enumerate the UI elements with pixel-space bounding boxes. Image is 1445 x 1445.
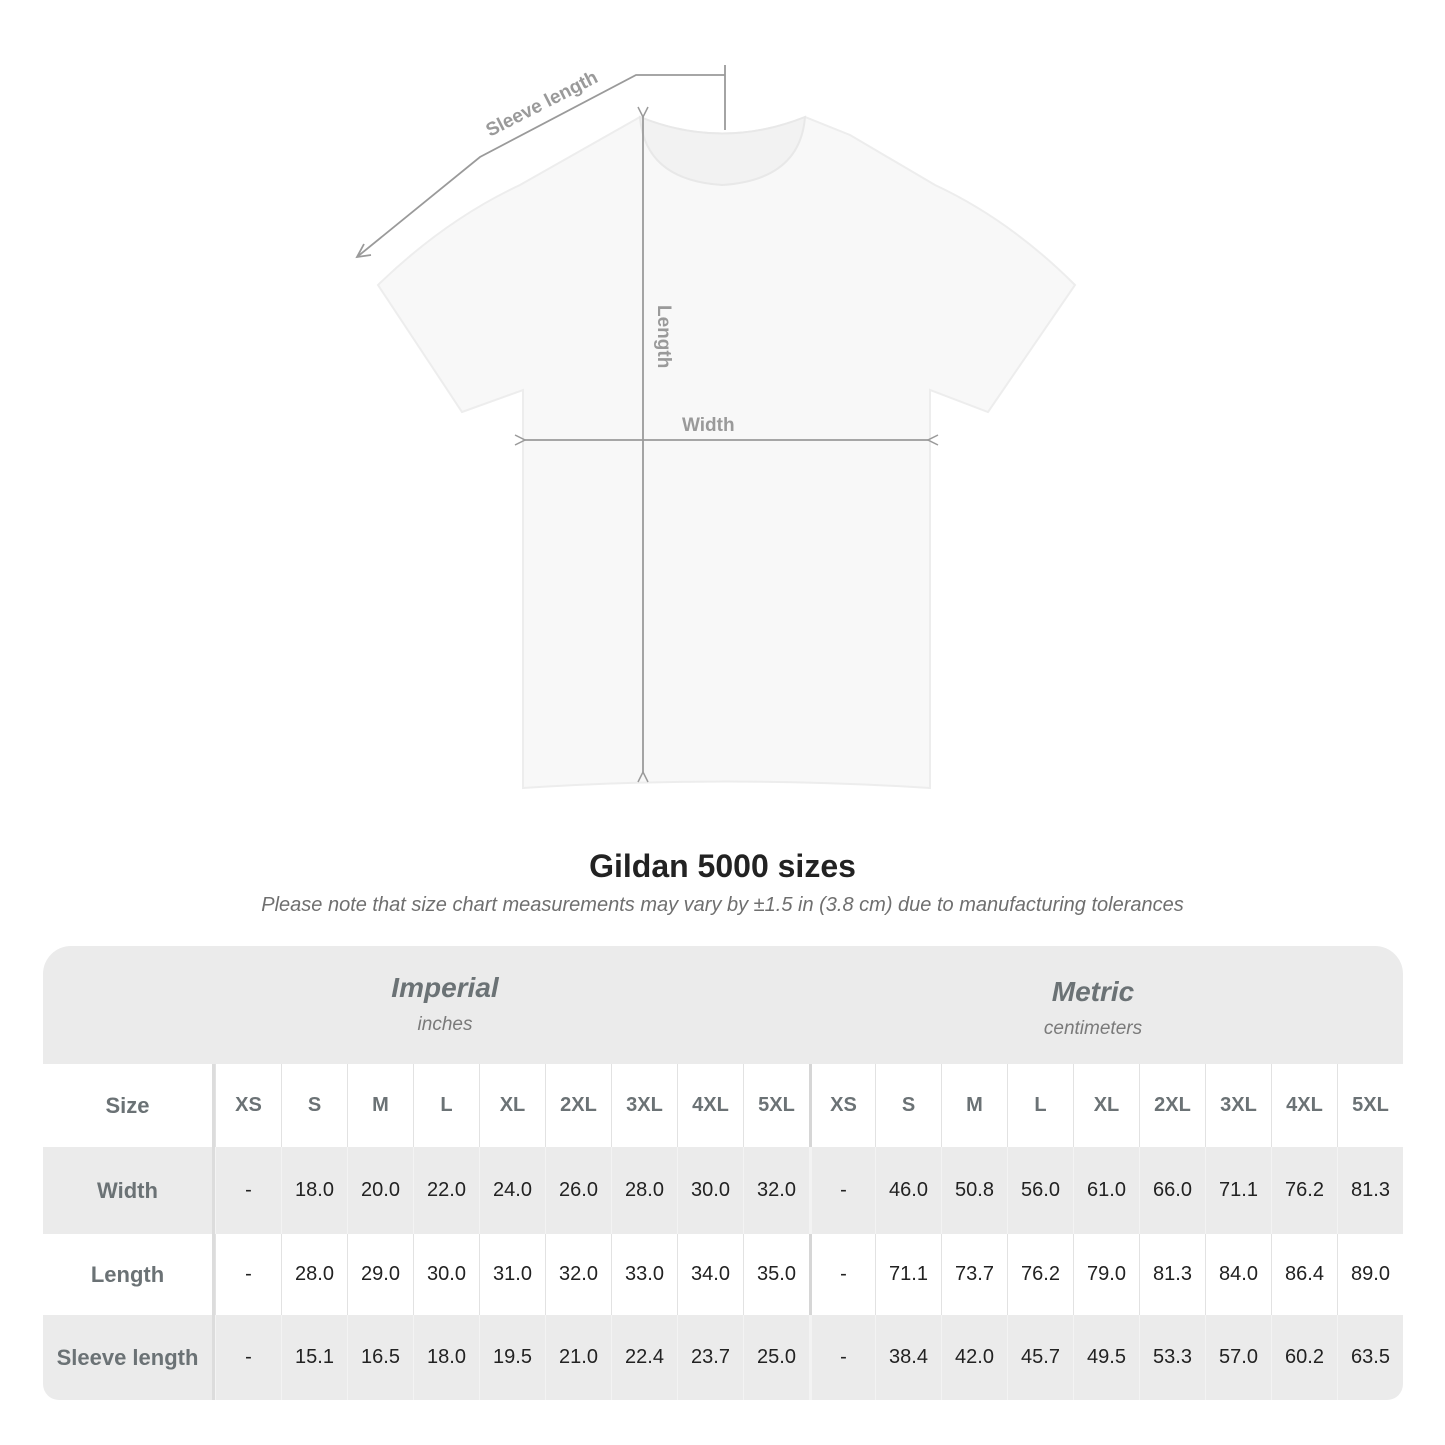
imperial-heading: Imperial inches bbox=[245, 972, 645, 1036]
table-cell: - bbox=[215, 1234, 281, 1315]
table-cell: 32.0 bbox=[743, 1147, 809, 1234]
width-label: Width bbox=[682, 415, 735, 436]
table-cell: 34.0 bbox=[677, 1234, 743, 1315]
table-cell: 28.0 bbox=[611, 1147, 677, 1234]
table-cell: 56.0 bbox=[1007, 1147, 1073, 1234]
table-cell: 66.0 bbox=[1139, 1147, 1205, 1234]
table-cell: 3XL bbox=[611, 1064, 677, 1147]
table-cell: 63.5 bbox=[1337, 1315, 1403, 1400]
table-cell: 5XL bbox=[743, 1064, 809, 1147]
table-cell: 61.0 bbox=[1073, 1147, 1139, 1234]
table-cell: 18.0 bbox=[413, 1315, 479, 1400]
row-label: Size bbox=[43, 1064, 215, 1147]
page-title: Gildan 5000 sizes bbox=[589, 848, 856, 884]
table-cell: 81.3 bbox=[1139, 1234, 1205, 1315]
table-cell: 2XL bbox=[1139, 1064, 1205, 1147]
table-cell: 30.0 bbox=[413, 1234, 479, 1315]
table-cell: 35.0 bbox=[743, 1234, 809, 1315]
table-cell: 15.1 bbox=[281, 1315, 347, 1400]
table-cell: 86.4 bbox=[1271, 1234, 1337, 1315]
table-cell: 19.5 bbox=[479, 1315, 545, 1400]
table-cell: 33.0 bbox=[611, 1234, 677, 1315]
collar bbox=[638, 115, 807, 187]
table-cell: M bbox=[347, 1064, 413, 1147]
table-cell: 29.0 bbox=[347, 1234, 413, 1315]
table-cell: S bbox=[281, 1064, 347, 1147]
sleeve-length-label: Sleeve length bbox=[483, 67, 602, 141]
table-row: Sleeve length -15.1 16.5 18.0 19.5 21.0 22.4 23… bbox=[43, 1315, 1403, 1400]
table-cell: - bbox=[809, 1147, 875, 1234]
metric-heading: Metric centimeters bbox=[893, 976, 1293, 1040]
table-cell: 79.0 bbox=[1073, 1234, 1139, 1315]
table-cell: 84.0 bbox=[1205, 1234, 1271, 1315]
tshirt-diagram: Sleeve length Length Width bbox=[355, 65, 1077, 790]
row-label: Width bbox=[43, 1147, 215, 1234]
length-label: Length bbox=[653, 305, 674, 368]
size-chart-table: Imperial inches Metric centimeters Size X… bbox=[43, 946, 1403, 1400]
sleeve-dimension-line bbox=[355, 65, 726, 259]
table-cell: - bbox=[809, 1234, 875, 1315]
table-cell: XS bbox=[809, 1064, 875, 1147]
table-cell: S bbox=[875, 1064, 941, 1147]
tshirt-shape bbox=[376, 115, 1077, 790]
table-row: Width -18.0 20.0 22.0 24.0 26.0 28.0 30.0 32.0-4… bbox=[43, 1147, 1403, 1234]
table-cell: XS bbox=[215, 1064, 281, 1147]
table-cell: 3XL bbox=[1205, 1064, 1271, 1147]
table-cell: - bbox=[215, 1147, 281, 1234]
table-cell: 20.0 bbox=[347, 1147, 413, 1234]
table-cell: 38.4 bbox=[875, 1315, 941, 1400]
table-cell: XL bbox=[1073, 1064, 1139, 1147]
table-cell: 45.7 bbox=[1007, 1315, 1073, 1400]
table-cell: M bbox=[941, 1064, 1007, 1147]
table-cell: 23.7 bbox=[677, 1315, 743, 1400]
table-cell: 16.5 bbox=[347, 1315, 413, 1400]
size-header-row: Size XS S M L XL 2XL 3XL 4XL 5XL XS S M L XL 2XL 3XL 4XL 5… bbox=[43, 1064, 1403, 1147]
table-cell: 2XL bbox=[545, 1064, 611, 1147]
imperial-title: Imperial bbox=[391, 972, 499, 1003]
table-cell: 89.0 bbox=[1337, 1234, 1403, 1315]
table-cell: 53.3 bbox=[1139, 1315, 1205, 1400]
table-cell: 73.7 bbox=[941, 1234, 1007, 1315]
table-cell: 60.2 bbox=[1271, 1315, 1337, 1400]
table-cell: 25.0 bbox=[743, 1315, 809, 1400]
table-cell: 5XL bbox=[1337, 1064, 1403, 1147]
table-cell: 26.0 bbox=[545, 1147, 611, 1234]
table-cell: - bbox=[215, 1315, 281, 1400]
table-cell: 4XL bbox=[1271, 1064, 1337, 1147]
table-cell: 30.0 bbox=[677, 1147, 743, 1234]
table-cell: 32.0 bbox=[545, 1234, 611, 1315]
row-label: Length bbox=[43, 1234, 215, 1315]
table-cell: 76.2 bbox=[1007, 1234, 1073, 1315]
table-row: Length -28.0 29.0 30.0 31.0 32.0 33.0 34.0 35.0-… bbox=[43, 1234, 1403, 1315]
table-cell: 46.0 bbox=[875, 1147, 941, 1234]
table-cell: 81.3 bbox=[1337, 1147, 1403, 1234]
table-cell: - bbox=[809, 1315, 875, 1400]
table-cell: XL bbox=[479, 1064, 545, 1147]
table-cell: 49.5 bbox=[1073, 1315, 1139, 1400]
table-cell: 22.0 bbox=[413, 1147, 479, 1234]
tolerance-note: Please note that size chart measurements… bbox=[261, 894, 1184, 916]
table-header: Imperial inches Metric centimeters bbox=[43, 946, 1403, 1064]
row-label: Sleeve length bbox=[43, 1315, 215, 1400]
table-cell: 22.4 bbox=[611, 1315, 677, 1400]
table-cell: 71.1 bbox=[1205, 1147, 1271, 1234]
imperial-unit: inches bbox=[417, 1014, 473, 1035]
table-cell: 31.0 bbox=[479, 1234, 545, 1315]
table-cell: 50.8 bbox=[941, 1147, 1007, 1234]
table-cell: 18.0 bbox=[281, 1147, 347, 1234]
table-cell: 76.2 bbox=[1271, 1147, 1337, 1234]
table-cell: 21.0 bbox=[545, 1315, 611, 1400]
table-cell: 4XL bbox=[677, 1064, 743, 1147]
table-cell: 57.0 bbox=[1205, 1315, 1271, 1400]
table-cell: 71.1 bbox=[875, 1234, 941, 1315]
table-cell: L bbox=[413, 1064, 479, 1147]
table-cell: 42.0 bbox=[941, 1315, 1007, 1400]
table-cell: 24.0 bbox=[479, 1147, 545, 1234]
table-cell: 28.0 bbox=[281, 1234, 347, 1315]
metric-title: Metric bbox=[1051, 976, 1135, 1007]
table-cell: L bbox=[1007, 1064, 1073, 1147]
metric-unit: centimeters bbox=[1043, 1018, 1143, 1039]
